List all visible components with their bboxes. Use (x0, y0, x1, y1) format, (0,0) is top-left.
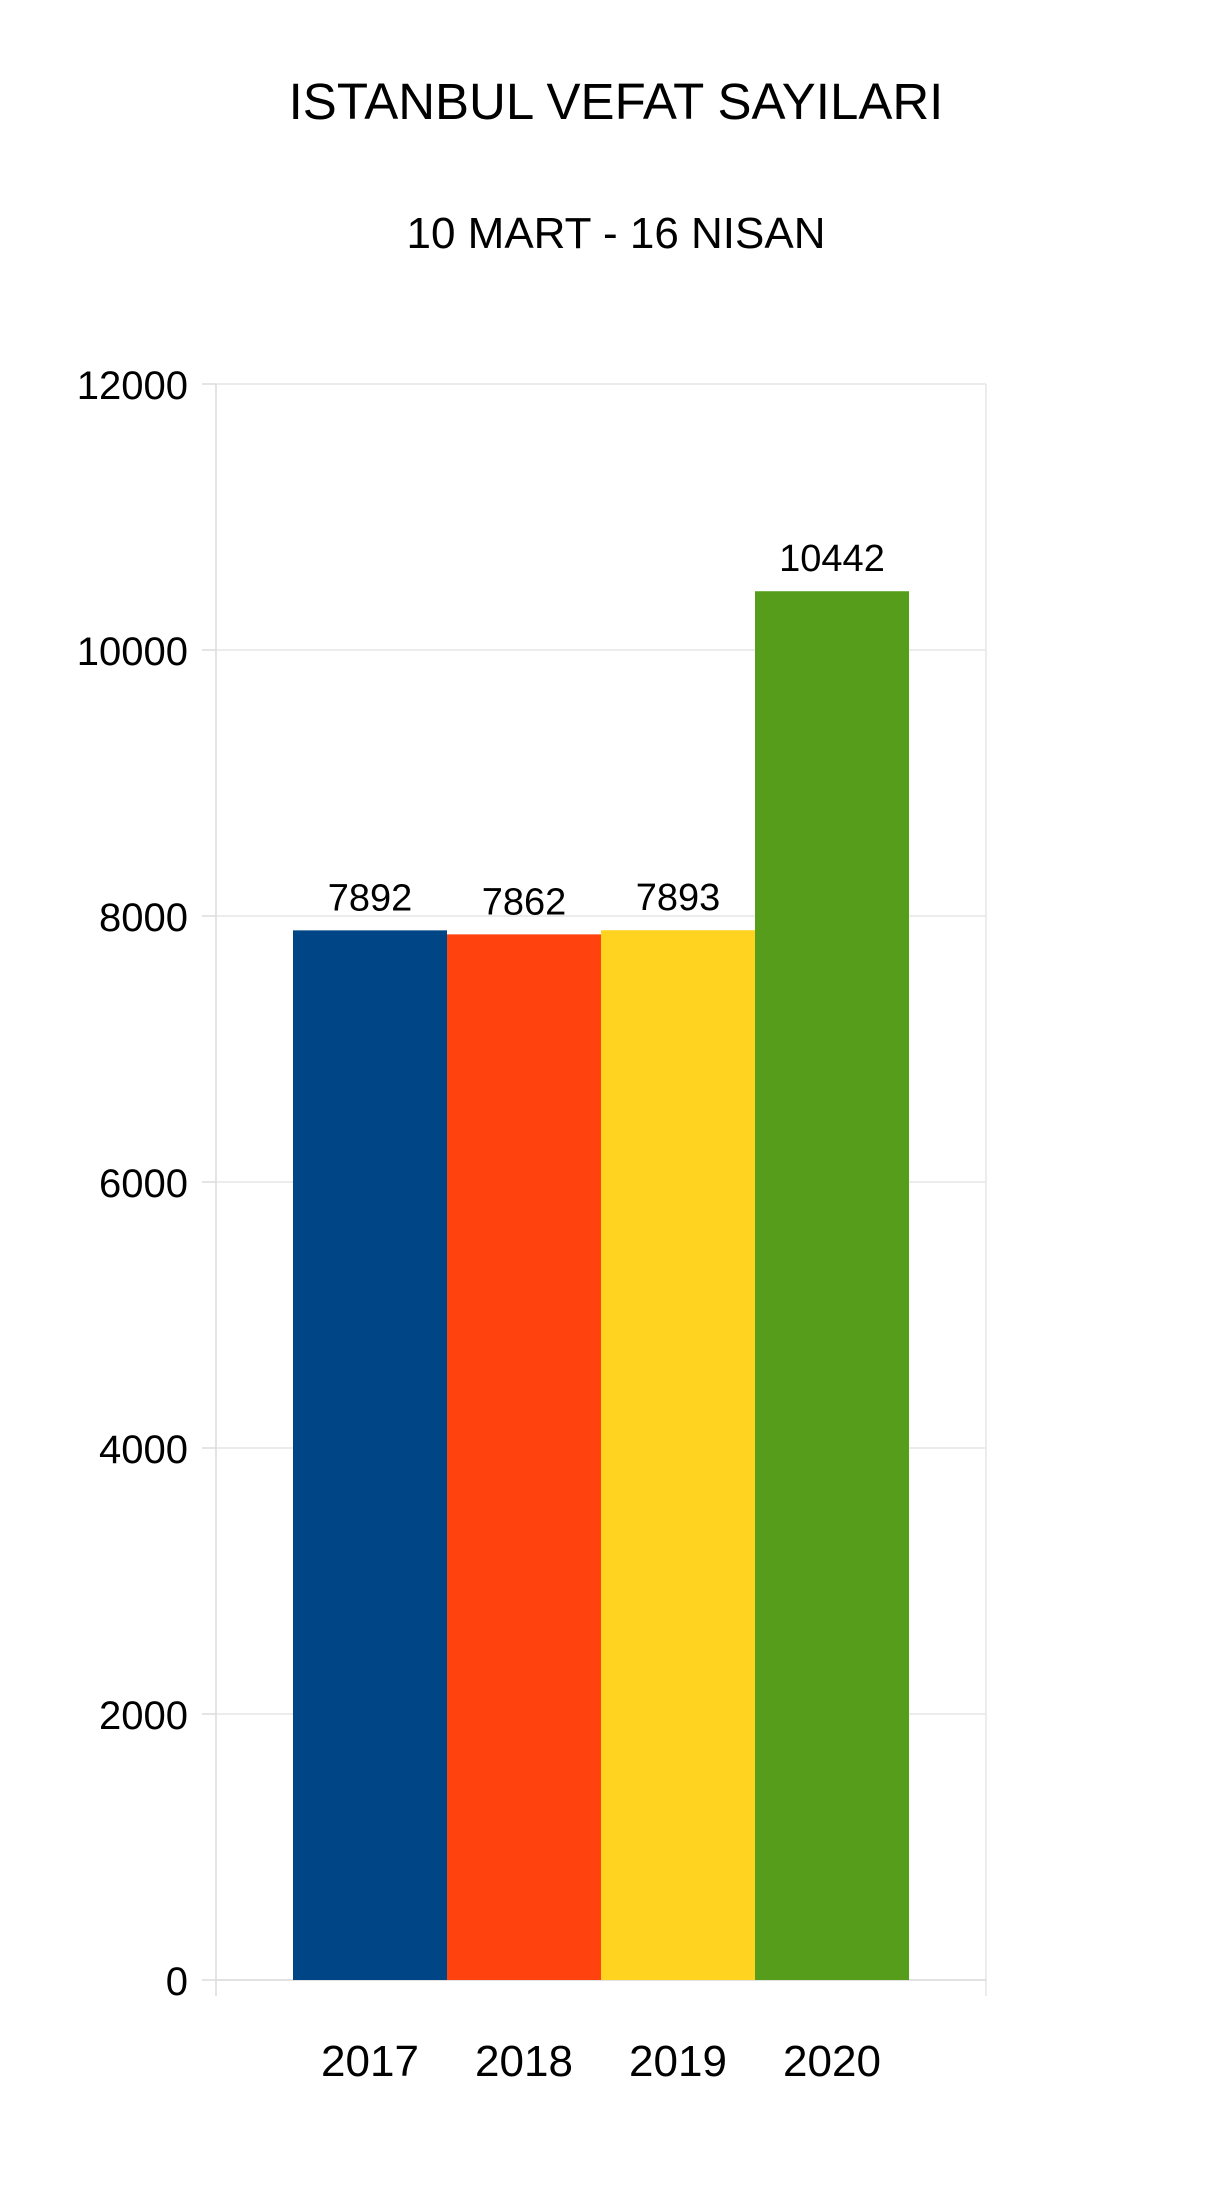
x-axis-tick-labels: 2017 2018 2019 2020 (321, 2037, 881, 2086)
chart-title: ISTANBUL VEFAT SAYILARI (288, 73, 944, 130)
y-tick-label: 2000 (99, 1694, 188, 1738)
y-tick-label: 4000 (99, 1428, 188, 1472)
chart-subtitle: 10 MART - 16 NISAN (406, 209, 826, 258)
x-tick-label-2019: 2019 (629, 2037, 727, 2086)
data-label-2019: 7893 (636, 877, 721, 919)
y-tick-label: 10000 (77, 630, 188, 674)
bar-2018 (447, 934, 601, 1980)
y-tick-label: 6000 (99, 1162, 188, 1206)
x-tick-label-2020: 2020 (783, 2037, 881, 2086)
x-tick-label-2017: 2017 (321, 2037, 419, 2086)
y-tick-label: 12000 (77, 364, 188, 408)
bar-2017 (293, 930, 447, 1980)
data-label-2018: 7862 (482, 881, 567, 923)
y-axis-tick-labels: 0 2000 4000 6000 8000 10000 12000 (77, 364, 188, 2004)
data-label-2020: 10442 (779, 538, 885, 580)
bar-2020 (755, 591, 909, 1980)
data-labels: 7892 7862 7893 10442 (328, 538, 885, 923)
y-tick-label: 0 (166, 1960, 188, 2004)
bar-2019 (601, 930, 755, 1981)
y-tick-label: 8000 (99, 896, 188, 940)
x-tick-label-2018: 2018 (475, 2037, 573, 2086)
bars (293, 591, 909, 1981)
data-label-2017: 7892 (328, 877, 413, 919)
